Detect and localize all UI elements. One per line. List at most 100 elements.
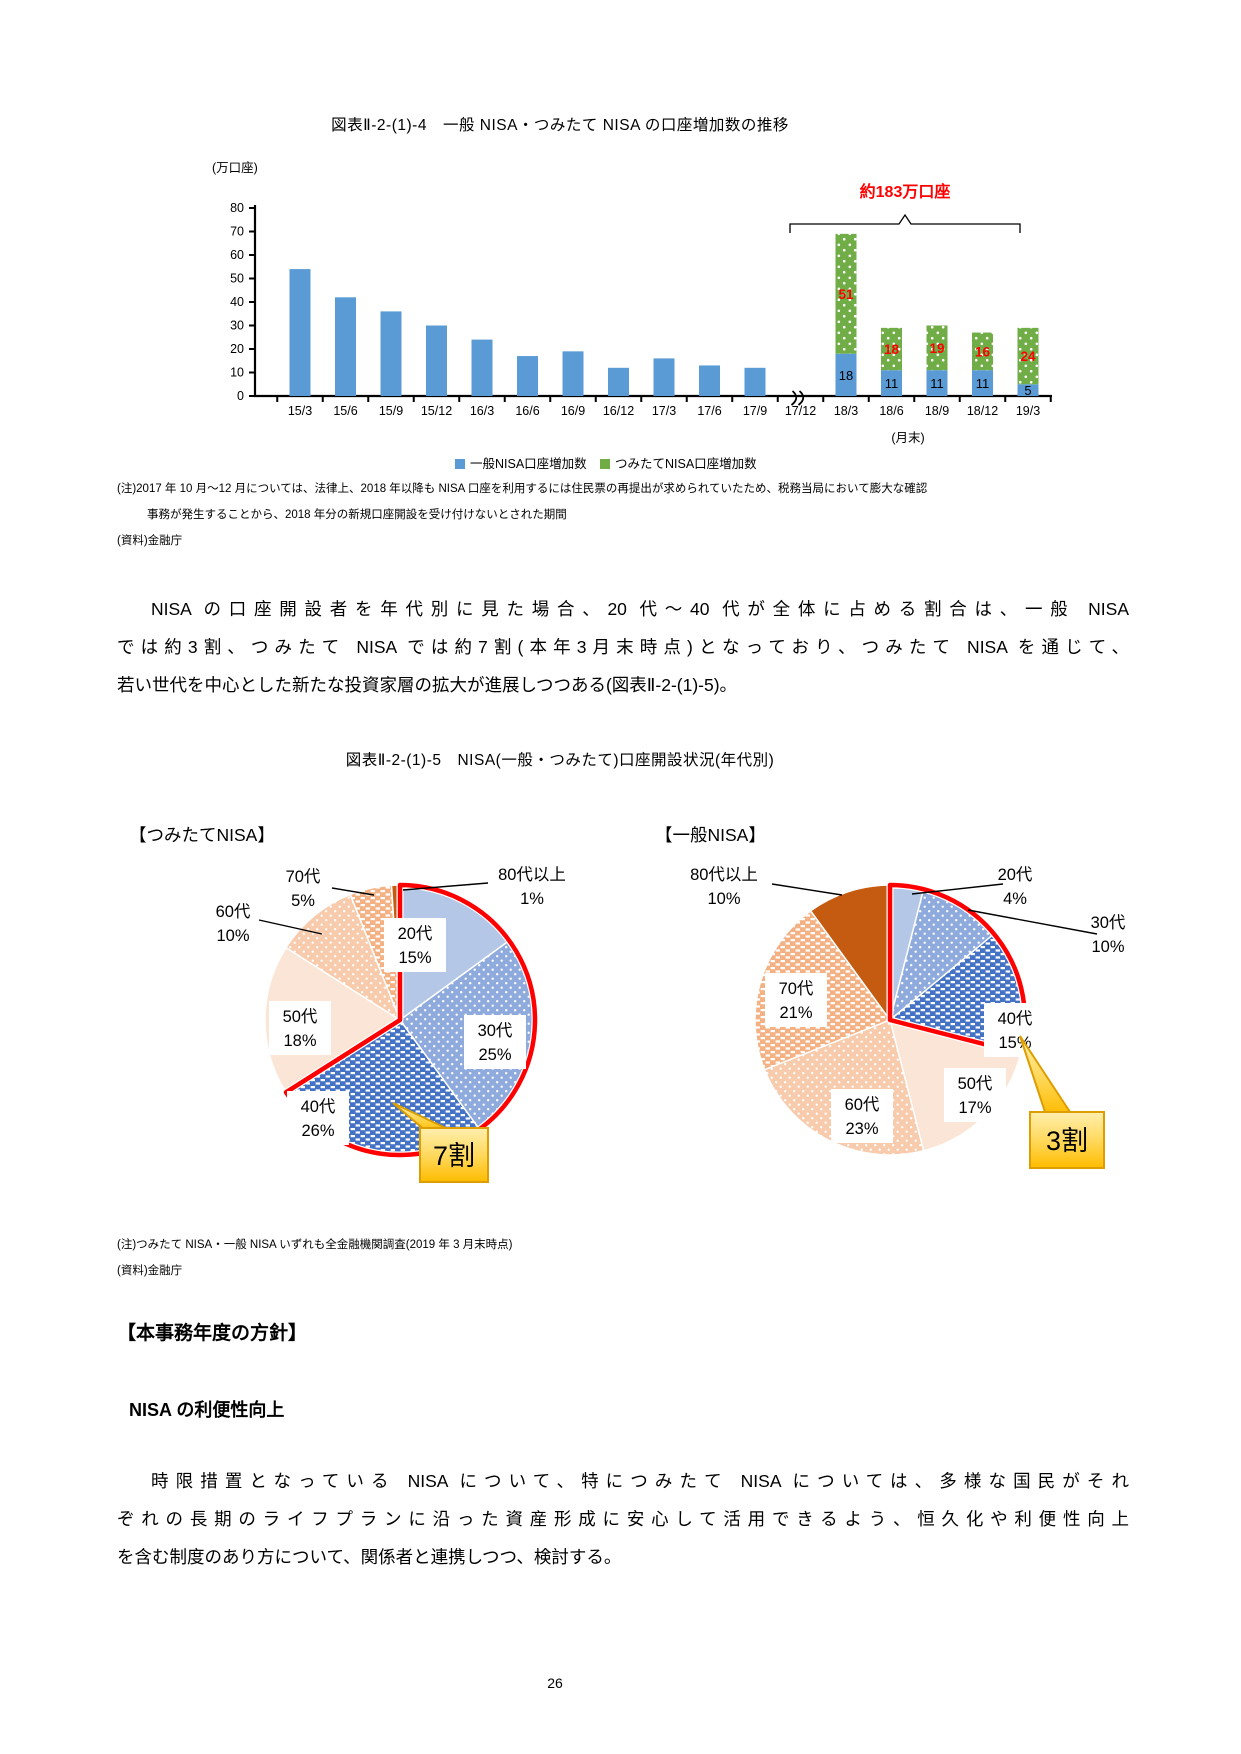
bar-label: 11 <box>976 376 990 391</box>
pie-slice <box>264 946 402 1094</box>
x-tick-label: 18/9 <box>925 404 949 418</box>
slice-pct: 10% <box>707 890 740 908</box>
svg-text:40: 40 <box>230 295 244 309</box>
figure4-bar-chart: (万口座) 0 10 20 30 40 50 60 70 80 15/3 15/6 15/9 15/12 1… <box>212 160 1052 471</box>
x-tick-label: 17/3 <box>652 404 676 418</box>
slice-label: 30代 <box>478 1021 513 1040</box>
x-tick-label: 15/12 <box>421 404 452 418</box>
bar-general-nisa <box>335 297 356 396</box>
figure5-notes: (注)つみたて NISA・一般 NISA いずれも全金融機関調査(2019 年 … <box>117 1232 513 1284</box>
svg-text:50: 50 <box>230 272 244 286</box>
x-tick-label: 15/9 <box>379 404 403 418</box>
slice-label: 80代以上 <box>498 865 566 884</box>
figure4-title: 図表Ⅱ-2-(1)-4 一般 NISA・つみたて NISA の口座増加数の推移 <box>331 117 789 134</box>
slice-label: 60代 <box>845 1095 880 1114</box>
x-tick-label: 17/12 <box>785 404 816 418</box>
svg-text:20: 20 <box>230 342 244 356</box>
slice-label: 40代 <box>998 1009 1033 1028</box>
slice-label-box <box>831 1089 893 1143</box>
x-tick-label: 16/3 <box>470 404 494 418</box>
pie-general-nisa: 20代4%30代10%40代15%50代17%60代23%70代21%80代以上… <box>690 865 1126 1169</box>
svg-text:80: 80 <box>230 201 244 215</box>
text-line: (注)つみたて NISA・一般 NISA いずれも全金融機関調査(2019 年 … <box>117 1239 513 1251</box>
x-tick-label: 15/6 <box>333 404 357 418</box>
callout-text: 3割 <box>1046 1126 1088 1156</box>
bar-general-nisa <box>653 358 675 396</box>
page-number: 26 <box>547 1675 563 1691</box>
leader-line <box>331 887 375 896</box>
text-line: (注)2017 年 10 月〜12 月については、法律上、2018 年以降も N… <box>117 483 928 495</box>
svg-text:10: 10 <box>230 366 244 380</box>
slice-pct: 17% <box>958 1099 991 1117</box>
slice-pct: 5% <box>291 892 315 910</box>
legend-label-general: 一般NISA口座増加数 <box>470 456 587 471</box>
x-tick-label: 17/9 <box>743 404 767 418</box>
pie-slice <box>284 893 402 1022</box>
slice-label-box <box>464 1015 526 1069</box>
bar-label: 16 <box>975 344 991 359</box>
svg-text:(月末): (月末) <box>891 431 924 445</box>
bar-tsumitate-nisa <box>881 327 902 371</box>
slice-pct: 10% <box>1091 938 1124 956</box>
x-tick-label: 18/12 <box>967 404 998 418</box>
bar-general-nisa <box>881 370 902 396</box>
leader-line <box>967 909 1098 935</box>
slice-pct: 25% <box>478 1046 511 1064</box>
bar-general-nisa <box>699 365 720 396</box>
slice-pct: 10% <box>216 927 249 945</box>
bar-tsumitate-nisa <box>835 233 857 354</box>
pie-right-title: 【一般NISA】 <box>655 825 766 845</box>
text-line: では約3割、つみたて NISA では約7割(本年3月末時点)となっており、つみた… <box>117 637 1129 657</box>
slice-label: 20代 <box>998 865 1033 884</box>
slice-pct: 26% <box>301 1122 334 1140</box>
x-tick-label: 18/3 <box>834 404 858 418</box>
legend-label-tsumitate: つみたてNISA口座増加数 <box>615 456 757 471</box>
pie-tsumitate-nisa: 20代 15% 30代 25% 40代 26% 50代 18% 60代 10% 70代 5% 80代以上… <box>216 865 566 1183</box>
bar-label: 24 <box>1020 349 1036 364</box>
bar-label: 18 <box>884 342 900 357</box>
x-tick-label: 15/3 <box>288 404 312 418</box>
callout-text: 7割 <box>433 1141 475 1171</box>
text-line: を含む制度のあり方について、関係者と連携しつつ、検討する。 <box>117 1547 622 1567</box>
bar-tsumitate-nisa <box>1017 327 1039 385</box>
bar-general-nisa <box>517 356 538 396</box>
text-line: (資料)金融庁 <box>117 1265 183 1277</box>
slice-label-box <box>944 1068 1006 1122</box>
slice-label: 50代 <box>283 1007 318 1026</box>
slice-pct: 23% <box>845 1120 878 1138</box>
svg-text:70: 70 <box>230 225 244 239</box>
bar-general-nisa <box>835 353 857 396</box>
body-paragraph-1: NISA の口座開設者を年代別に見た場合、20 代〜40 代が全体に占める割合は… <box>117 590 1129 704</box>
bar-tsumitate-nisa <box>972 332 993 371</box>
text-line: NISA の口座開設者を年代別に見た場合、20 代〜40 代が全体に占める割合は… <box>151 599 1129 619</box>
slice-label-box <box>269 1001 331 1055</box>
slice-pct: 15% <box>398 949 431 967</box>
bar-general-nisa <box>471 339 493 396</box>
slice-pct: 21% <box>779 1004 812 1022</box>
legend-marker-general <box>455 459 465 469</box>
x-tick-label: 18/6 <box>879 404 903 418</box>
slice-pct: 4% <box>1003 890 1027 908</box>
bar-general-nisa <box>426 325 447 396</box>
slice-label-box <box>384 918 446 972</box>
slice-label: 40代 <box>301 1097 336 1116</box>
x-tick-label: 16/6 <box>515 404 539 418</box>
text-line: 時限措置となっている NISA について、特につみたて NISA については、多… <box>151 1471 1129 1491</box>
slice-label: 70代 <box>779 979 814 998</box>
pie-left-title: 【つみたてNISA】 <box>129 825 275 845</box>
text-line: 若い世代を中心とした新たな投資家層の拡大が進展しつつある(図表Ⅱ-2-(1)-5… <box>117 675 738 695</box>
body-paragraph-2: 時限措置となっている NISA について、特につみたて NISA については、多… <box>117 1462 1129 1576</box>
section-heading-policy: 【本事務年度の方針】 <box>117 1323 308 1344</box>
bar-label: 18 <box>839 368 853 383</box>
bar-label: 19 <box>929 341 944 356</box>
annotation-total-accounts: 約183万口座 <box>860 182 951 201</box>
bar-general-nisa <box>926 370 948 396</box>
leader-line <box>771 883 843 896</box>
text-line: ぞれの長期のライフプランに沿った資産形成に安心して活用できるよう、恒久化や利便性… <box>117 1509 1129 1529</box>
slice-label-box <box>765 973 827 1027</box>
bar-label: 11 <box>930 376 944 391</box>
figure5-pie-charts: 20代 15% 30代 25% 40代 26% 50代 18% 60代 10% 70代 5% 80代以上… <box>216 865 1126 1183</box>
slice-label: 80代以上 <box>690 865 758 884</box>
slice-label: 70代 <box>286 867 321 886</box>
